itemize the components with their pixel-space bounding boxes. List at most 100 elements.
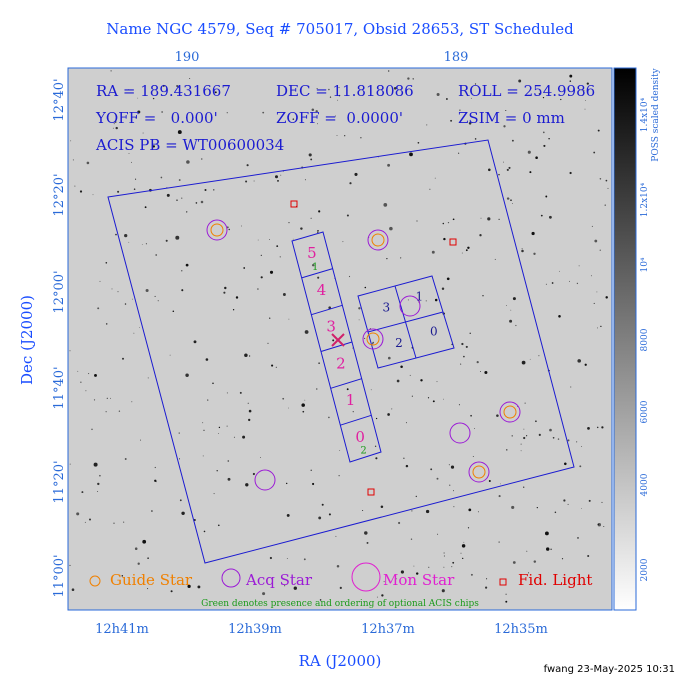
chip-edge [367,311,444,333]
field-star [92,194,94,196]
field-star [288,221,290,224]
field-star [474,428,475,429]
field-star [577,359,581,363]
field-star [124,303,127,305]
field-star [518,79,522,83]
field-star [443,552,445,554]
acq-star [468,461,490,483]
field-star [387,356,391,360]
field-star [123,521,125,523]
field-star [99,280,101,282]
guide-star [210,223,224,237]
field-star [383,203,388,207]
field-star [216,469,218,472]
field-star [597,129,600,132]
field-star [228,228,230,231]
field-star [232,309,235,311]
field-star [227,477,231,481]
field-star [203,530,206,533]
field-star [436,381,438,383]
field-star [144,206,147,209]
left-tick: 11°20' [52,460,67,503]
field-star [503,161,504,163]
field-star [387,413,390,416]
field-star [449,484,451,486]
field-star [605,179,608,182]
field-star [509,319,513,323]
field-star [135,117,137,119]
left-tick: 11°40' [52,366,67,409]
field-star [597,327,598,329]
field-star [474,83,477,85]
field-star [99,474,101,477]
field-star [274,175,279,179]
field-star [460,552,462,554]
field-star [551,282,554,284]
field-star [505,600,508,603]
field-star [193,518,196,522]
field-star [372,343,374,345]
field-star [339,586,342,590]
field-star [458,152,460,154]
title: Name NGC 4579, Seq # 705017, Obsid 28653… [106,20,574,38]
field-star [413,565,415,567]
field-star [450,465,455,469]
field-star [178,432,180,434]
field-star [446,277,450,281]
field-star [405,422,407,424]
acq-star [206,219,228,241]
field-star [277,180,279,182]
field-star [584,108,586,110]
field-star [445,98,448,100]
stars-field [69,70,609,603]
field-star [133,188,136,190]
field-star [262,111,265,114]
field-star [93,462,98,467]
field-star [317,230,319,232]
field-star [169,354,171,356]
cb-label: 1.2x10⁴ [640,182,650,217]
field-star [596,426,599,429]
field-star [590,275,592,277]
field-star [583,90,585,92]
field-star [304,179,306,181]
field-star [487,217,491,221]
field-star [217,524,220,527]
field-star [288,318,290,320]
chip-edge [330,378,362,389]
field-star [312,482,315,486]
info-dec: DEC = 11.818086 [276,82,414,100]
field-star [321,503,324,506]
field-star [311,108,315,112]
optional-chip-label: 1 [312,262,318,273]
field-star [443,237,446,241]
field-star [552,436,555,439]
field-star [300,227,303,230]
field-star [442,222,445,225]
field-star [358,307,361,310]
bottom-tick: 12h39m [228,622,282,637]
field-star [521,360,526,365]
field-star [242,435,246,439]
stars [206,200,521,496]
field-star [133,332,135,334]
field-star [245,180,248,183]
field-star [488,480,491,482]
field-star [603,526,605,528]
field-star [154,479,157,482]
field-star [202,422,204,424]
field-star [156,481,157,483]
field-star [280,174,282,176]
field-star [461,544,466,548]
field-star [282,397,285,400]
legend: Guide Star Acq Star Mon Star Fid. Light … [89,562,592,609]
field-star [304,399,306,401]
field-star [587,427,590,430]
bottom-title: RA (J2000) [299,652,382,670]
field-star [375,457,378,460]
field-star [128,153,130,155]
field-star [318,516,322,520]
field-star [588,499,591,502]
field-star [269,239,271,241]
